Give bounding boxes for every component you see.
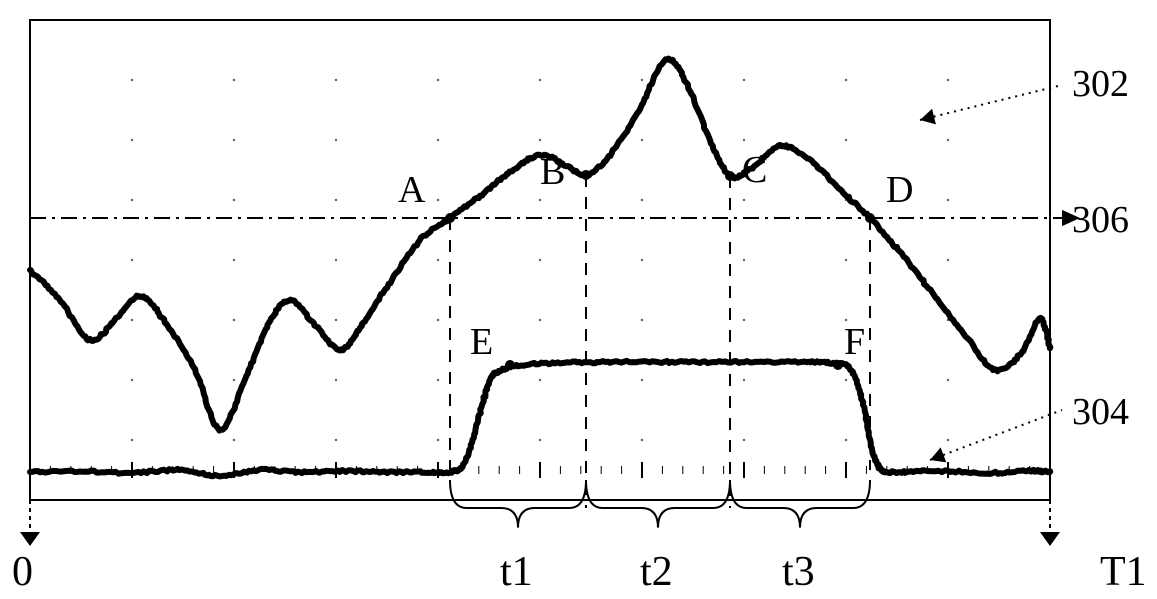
label-t1: t1 <box>500 548 533 596</box>
waveform-diagram <box>0 0 1157 599</box>
callout-302 <box>920 85 1062 120</box>
label-0: 0 <box>12 548 33 596</box>
label-D: D <box>886 168 913 212</box>
label-A: A <box>398 168 425 212</box>
callout-302-arrow <box>920 109 936 125</box>
label-C: C <box>742 148 767 192</box>
brace-1 <box>586 480 730 528</box>
brace-0 <box>450 480 586 528</box>
curve-304 <box>30 361 1050 477</box>
label-t3: t3 <box>782 548 815 596</box>
marker-F <box>833 360 843 370</box>
label-t2: t2 <box>640 548 673 596</box>
label-304: 304 <box>1072 390 1129 434</box>
label-B: B <box>540 150 565 194</box>
label-306: 306 <box>1072 198 1129 242</box>
callout-304 <box>930 410 1062 460</box>
time-extent-arrow-0 <box>20 532 40 546</box>
curve-302 <box>30 59 1050 431</box>
label-T1: T1 <box>1100 548 1147 596</box>
time-extent-arrow-1 <box>1040 532 1060 546</box>
grid <box>30 79 1050 478</box>
marker-E <box>505 360 515 370</box>
label-F: F <box>844 320 865 364</box>
label-302: 302 <box>1072 62 1129 106</box>
label-E: E <box>470 320 493 364</box>
brace-2 <box>730 480 870 528</box>
